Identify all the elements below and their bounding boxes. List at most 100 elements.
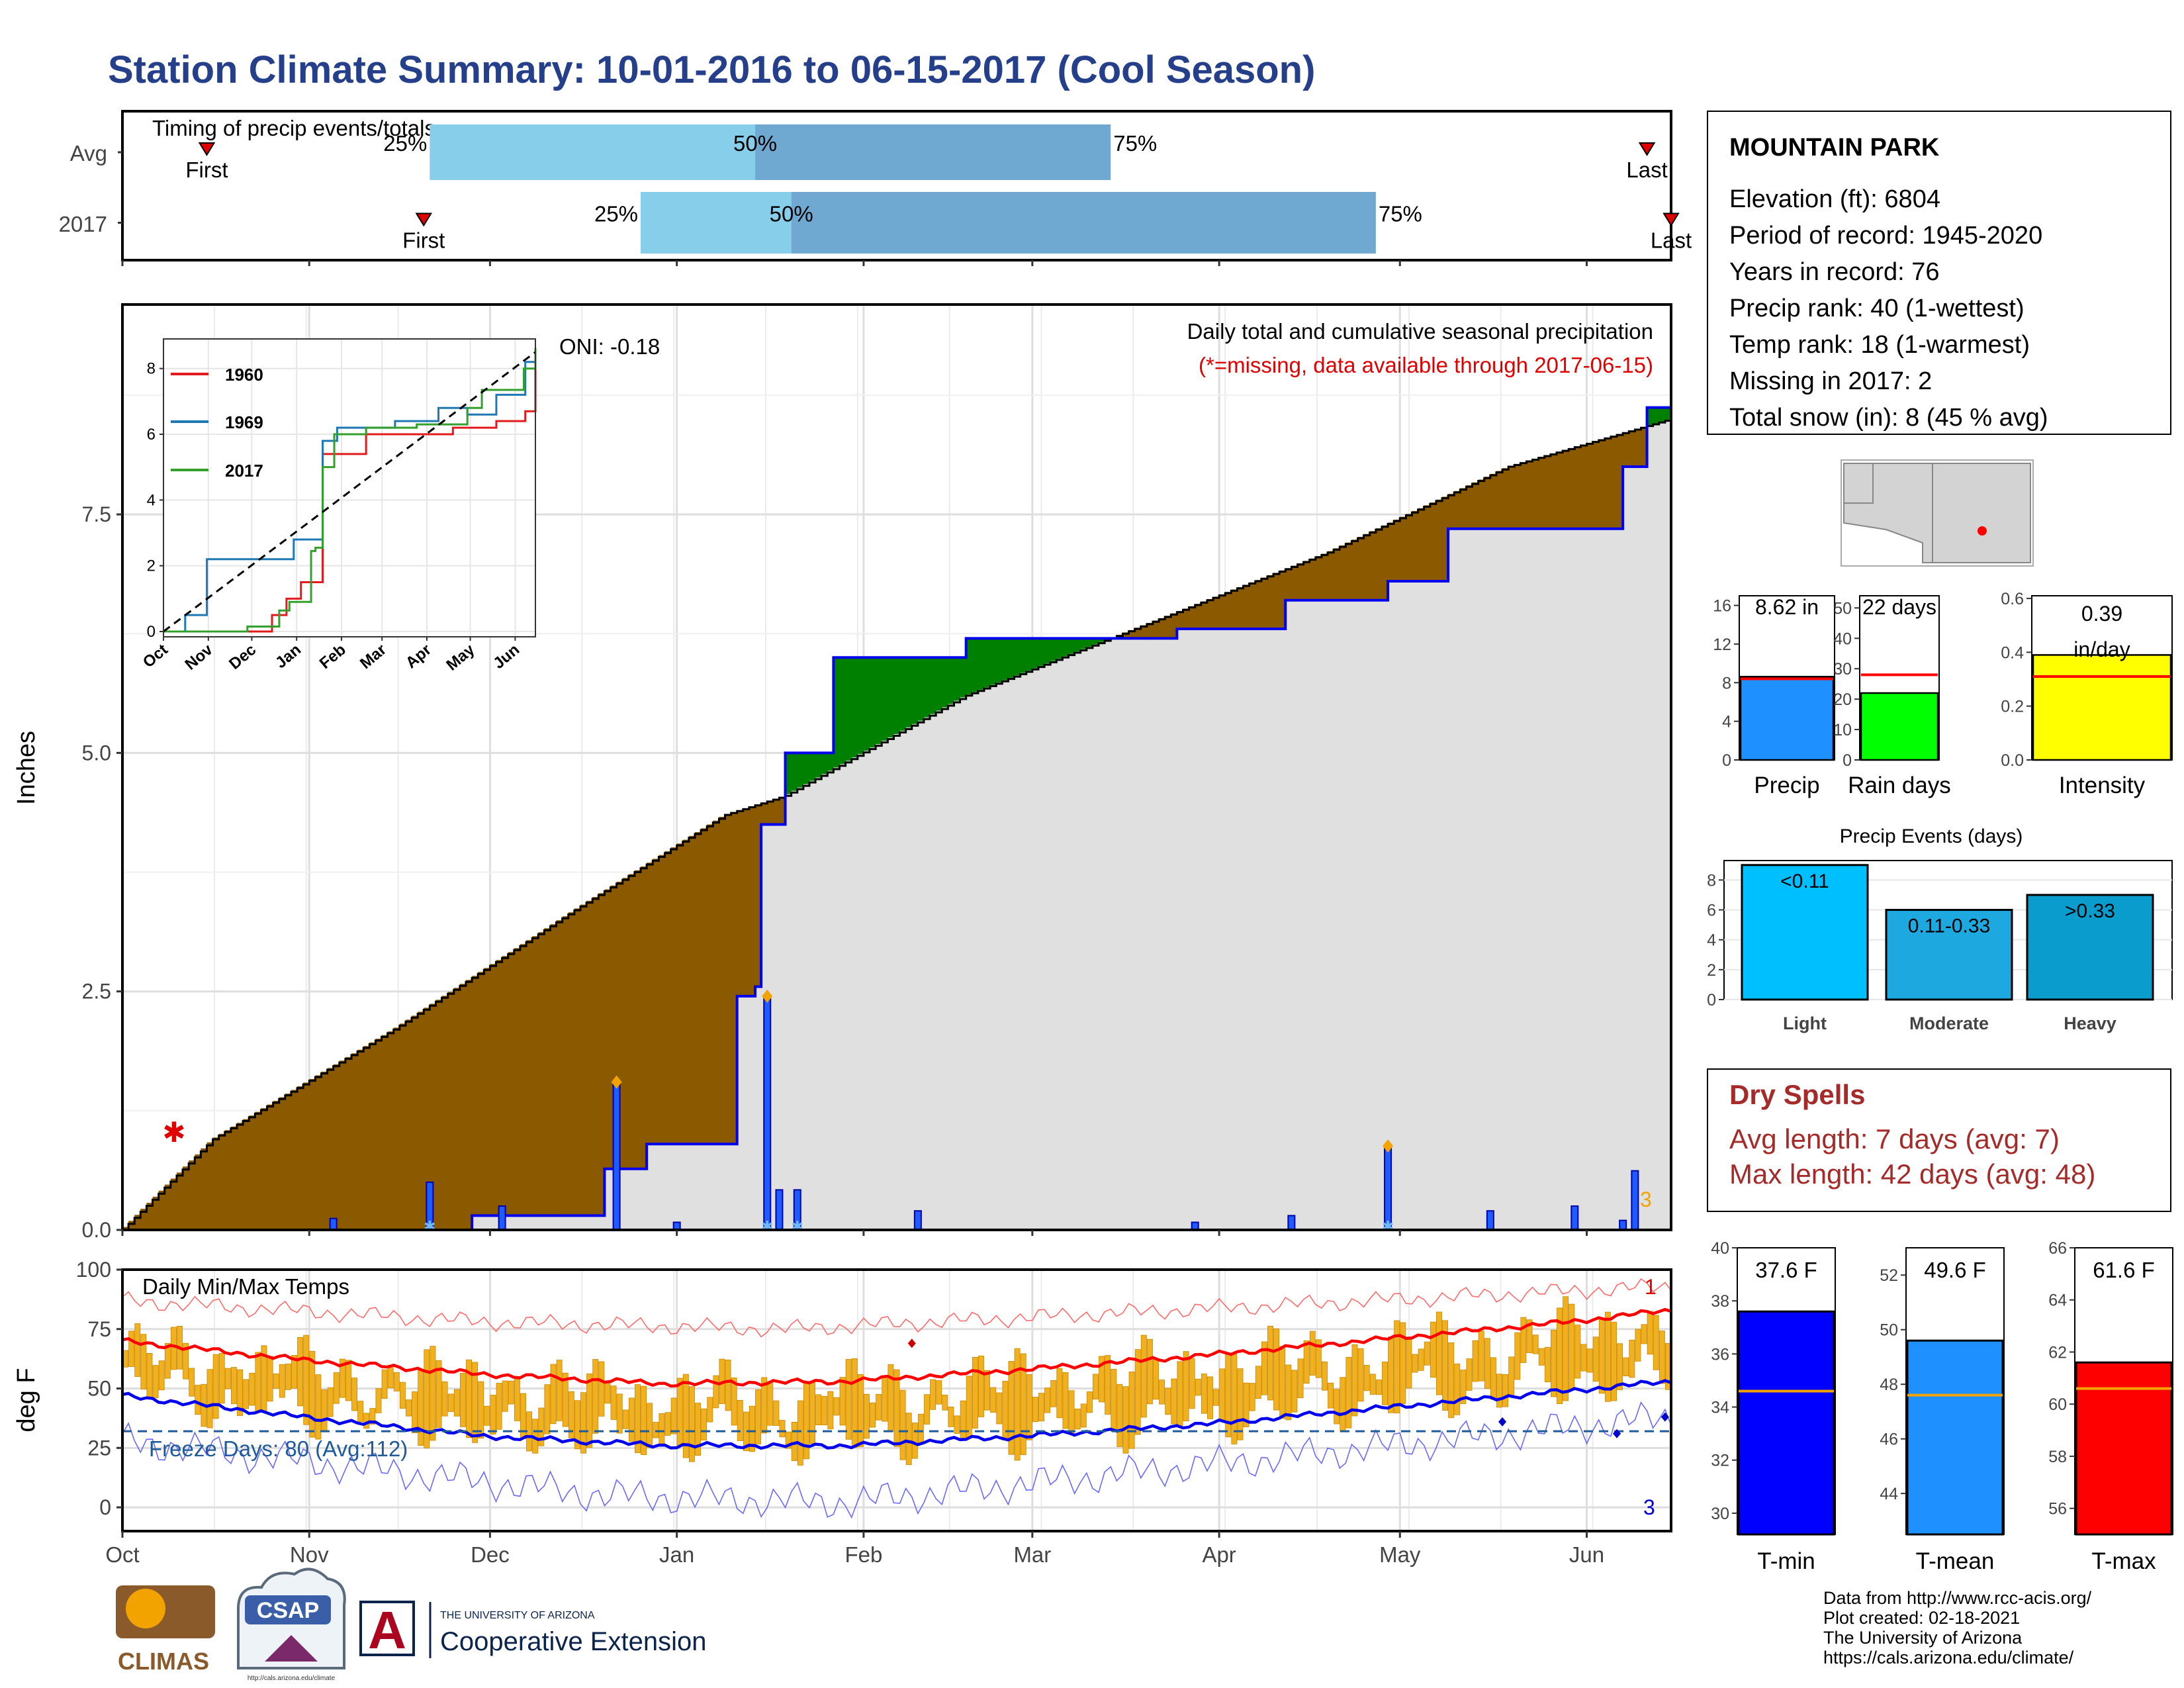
precip-normal-area (688, 1144, 696, 1230)
precip-below-normal-area (688, 835, 696, 1145)
precip-above-normal-area (1664, 407, 1672, 420)
station-location-dot (1978, 526, 1987, 536)
precip-normal-area (1442, 581, 1449, 1230)
temp-daily-bar (1189, 1358, 1195, 1409)
precip-normal-area (1623, 467, 1629, 1231)
temp-daily-bar (1297, 1358, 1304, 1399)
precip-below-normal-area (1592, 441, 1600, 529)
climas-logo-text: CLIMAS (118, 1648, 209, 1675)
precip-below-normal-area (616, 881, 623, 1169)
temp-daily-bar (1177, 1361, 1183, 1428)
precip-normal-area (1617, 528, 1623, 1231)
precip-below-normal-area (1532, 459, 1539, 529)
precip-above-normal-area (1026, 638, 1033, 671)
precip-normal-area (1328, 600, 1334, 1230)
temp-daily-bar (1303, 1340, 1310, 1384)
temp-daily-bar (478, 1381, 484, 1438)
map-region (1843, 463, 2031, 563)
climas-logo: CLIMAS (116, 1585, 215, 1675)
temp-daily-bar (1201, 1374, 1207, 1414)
temp-bar-y-tick-label: 52 (1880, 1266, 1898, 1285)
precip-normal-area (1297, 600, 1304, 1230)
temp-daily-bar (610, 1385, 617, 1420)
precip-below-normal-area (146, 1202, 154, 1230)
precip-below-normal-area (243, 1119, 250, 1230)
temp-daily-bar (1478, 1331, 1484, 1382)
precip-below-normal-area (1334, 548, 1340, 600)
temp-daily-bar (1195, 1378, 1201, 1396)
precip-normal-area (532, 1215, 539, 1230)
temp-daily-bar (1357, 1348, 1364, 1402)
precip-below-normal-area (731, 812, 738, 1145)
precip-below-normal-area (1635, 428, 1642, 467)
month-tick-label: Nov (290, 1542, 329, 1567)
temp-daily-bar (930, 1379, 936, 1410)
csap-logo: CSAP http://cals.arizona.edu/climate (237, 1568, 346, 1682)
precip-below-normal-area (1195, 604, 1202, 630)
temp-daily-bar (538, 1407, 545, 1446)
precip-below-normal-area (1267, 575, 1274, 630)
temp-daily-bar (695, 1403, 701, 1456)
temp-daily-bar (1544, 1347, 1551, 1383)
temp-daily-bar (688, 1386, 695, 1462)
precip-normal-area (707, 1144, 713, 1230)
precip-normal-area (1526, 528, 1533, 1231)
map-state-borders (1844, 463, 1933, 563)
precip-normal-area (1490, 528, 1497, 1231)
mini-bar-y-tick-label: 20 (1833, 690, 1852, 709)
temp-daily-bar (273, 1374, 279, 1389)
temp-daily-bar (369, 1408, 376, 1425)
temp-bar-y-tick-label: 66 (2048, 1239, 2067, 1258)
precip-below-normal-area (1460, 488, 1467, 529)
mini-bar-value-label: 22 days (1862, 595, 1936, 619)
precip-below-normal-area (375, 1039, 383, 1230)
station-precip-rank: Precip rank: 40 (1-wettest) (1729, 295, 2025, 322)
precip-above-normal-area (978, 638, 985, 690)
precip-above-normal-area (857, 657, 864, 755)
temp-bar-y-tick-label: 60 (2048, 1395, 2067, 1414)
station-missing: Missing in 2017: 2 (1729, 367, 1932, 395)
precip-normal-area (526, 1215, 533, 1230)
precip-normal-area (1610, 528, 1617, 1231)
temp-daily-bar (550, 1364, 557, 1425)
temp-daily-bar (785, 1431, 792, 1449)
temp-daily-bar (996, 1392, 1003, 1425)
temp-daily-bar (357, 1401, 364, 1423)
temp-daily-bar (267, 1356, 273, 1402)
precip-normal-area (1520, 528, 1527, 1231)
precip-normal-area (815, 777, 822, 1230)
temp-daily-bar (1502, 1374, 1509, 1407)
precip-below-normal-area (1424, 505, 1431, 581)
temp-record-low-marker (1613, 1429, 1621, 1438)
precip-below-normal-area (1152, 620, 1160, 639)
precip-normal-area (1140, 638, 1148, 1230)
precip-below-normal-area (459, 984, 467, 1230)
precip-below-normal-area (1381, 525, 1388, 600)
inset-average-line (163, 351, 536, 633)
precip-below-normal-area (532, 936, 539, 1216)
mini-bar-y-tick-label: 0.0 (2001, 751, 2024, 770)
temp-daily-bar (243, 1379, 250, 1409)
precip-normal-area (1303, 600, 1310, 1230)
temp-daily-bar (351, 1378, 357, 1411)
precip-below-normal-area (424, 1008, 430, 1230)
temp-daily-bar (1171, 1378, 1177, 1425)
precip-normal-area (905, 727, 913, 1230)
precip-below-normal-area (1580, 444, 1588, 529)
precip-below-normal-area (230, 1126, 238, 1230)
temp-daily-bar (1424, 1341, 1430, 1366)
precip-normal-area (1424, 581, 1431, 1230)
precip-below-normal-area (351, 1053, 358, 1230)
precip-below-normal-area (1206, 598, 1214, 630)
temp-daily-bar (725, 1360, 731, 1411)
temp-record-high-line (122, 1278, 1672, 1338)
temp-daily-bar (327, 1387, 334, 1417)
precip-above-normal-area (1080, 638, 1087, 649)
precip-above-normal-area (833, 657, 841, 768)
precip-below-normal-area (189, 1160, 195, 1230)
precip-below-normal-area (435, 1000, 443, 1230)
precip-below-normal-area (1357, 536, 1365, 600)
temp-daily-bar (1532, 1335, 1539, 1354)
mini-bar-y-tick-label: 4 (1722, 713, 1731, 731)
timing-panel: Timing of precip events/totals 25% 50% 75%… (59, 110, 1692, 266)
